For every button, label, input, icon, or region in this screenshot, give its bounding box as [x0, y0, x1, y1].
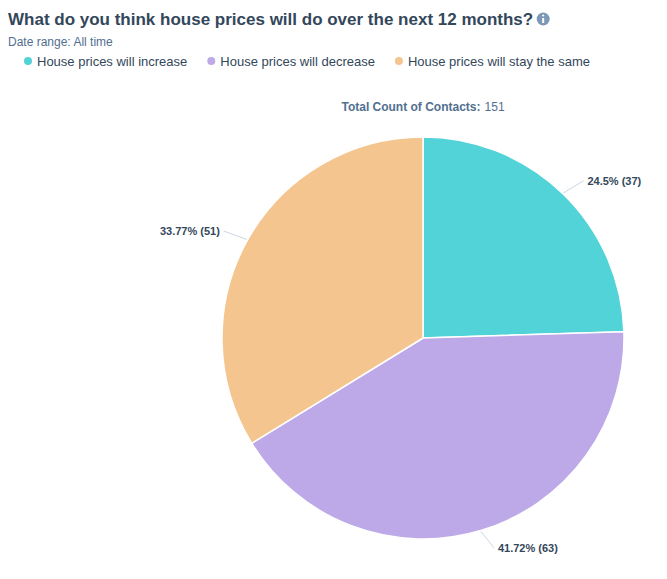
data-label: 41.72% (63): [498, 542, 558, 554]
chart-svg: What do you think house prices will do o…: [0, 0, 667, 579]
data-label: 33.77% (51): [160, 225, 220, 237]
info-icon-circle[interactable]: [537, 13, 550, 26]
legend-swatch: [24, 57, 32, 65]
data-labels: 24.5% (37) 41.72% (63) 33.77% (51): [160, 175, 642, 554]
total-value: 151: [485, 100, 505, 114]
pie-slice: [222, 137, 423, 443]
subtitle: Date range: All time: [8, 35, 113, 49]
data-label: 24.5% (37): [587, 175, 641, 187]
info-icon-dot[interactable]: [542, 14, 544, 16]
title: What do you think house prices will do o…: [8, 10, 533, 29]
legend-label: House prices will stay the same: [408, 54, 590, 69]
label-leader-line: [564, 181, 584, 193]
total-annotation: Total Count of Contacts: 151: [341, 100, 504, 114]
legend-label: House prices will increase: [37, 54, 187, 69]
pie: [222, 137, 624, 539]
total-label: Total Count of Contacts:: [341, 100, 480, 114]
info-icon[interactable]: [537, 13, 550, 26]
legend-label: House prices will decrease: [220, 54, 375, 69]
pie-slice: [423, 137, 624, 338]
info-icon-stem[interactable]: [542, 18, 544, 23]
legend: House prices will increase House prices w…: [24, 54, 590, 69]
label-leader-line: [481, 531, 494, 547]
label-leader-line: [224, 231, 247, 239]
chart-container: What do you think house prices will do o…: [0, 0, 667, 579]
legend-swatch: [207, 57, 215, 65]
legend-swatch: [395, 57, 403, 65]
